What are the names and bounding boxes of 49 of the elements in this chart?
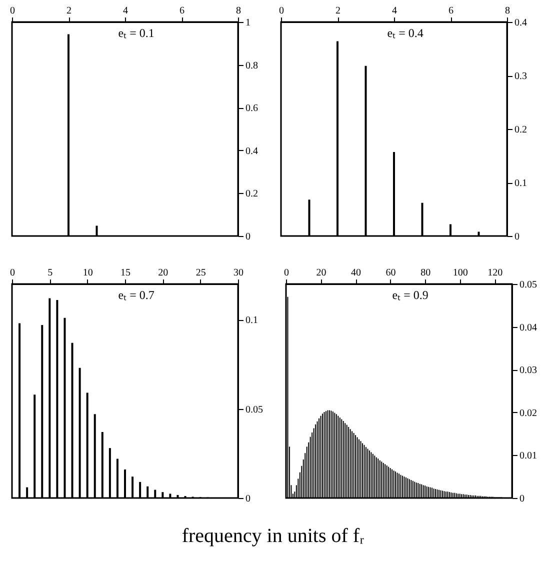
y-tick-label: 0	[514, 232, 520, 242]
x-tick-label: 40	[351, 268, 362, 278]
x-tick-label: 2	[66, 6, 72, 16]
x-tick-label: 20	[158, 268, 168, 278]
y-tick-label: 0.1	[514, 178, 527, 189]
x-tick-label: 4	[392, 6, 397, 16]
x-tick-label: 0	[10, 268, 15, 278]
x-axis-title: frequency in units of fᵣ	[182, 524, 365, 547]
x-tick-label: 6	[180, 6, 184, 16]
x-tick-label: 100	[452, 268, 468, 278]
x-tick-label: 80	[420, 268, 431, 278]
annotation: eₜ = 0.9	[392, 288, 428, 302]
x-tick-label: 2	[336, 6, 340, 16]
x-tick-label: 6	[448, 6, 454, 16]
y-tick-label: 0.05	[246, 404, 263, 416]
x-tick-label: 15	[120, 268, 130, 278]
y-tick-label: 0.4	[246, 146, 258, 157]
y-tick-label: 0.2	[514, 124, 527, 136]
y-tick-label: 0.1	[246, 315, 258, 326]
y-tick-label: 1	[246, 18, 250, 28]
x-tick-label: 20	[316, 268, 326, 278]
y-tick-label: 0.6	[246, 103, 258, 114]
x-tick-label: 4	[123, 6, 128, 16]
y-tick-label: 0.03	[520, 365, 537, 376]
x-tick-label: 120	[488, 268, 503, 278]
x-tick-label: 10	[82, 268, 93, 278]
x-tick-label: 5	[48, 268, 53, 278]
x-tick-label: 8	[505, 6, 510, 16]
y-tick-label: 0	[246, 232, 250, 242]
y-tick-label: 0.05	[520, 280, 537, 290]
y-tick-label: 0.3	[514, 71, 527, 82]
annotation: eₜ = 0.1	[118, 26, 154, 40]
y-tick-label: 0.4	[514, 18, 527, 28]
x-tick-label: 60	[386, 268, 396, 278]
y-tick-label: 0	[520, 494, 524, 504]
annotation: eₜ = 0.4	[387, 26, 424, 40]
y-tick-label: 0	[246, 494, 250, 504]
x-tick-label: 0	[284, 268, 289, 278]
y-tick-label: 0.2	[246, 188, 258, 200]
y-tick-label: 0.04	[520, 322, 537, 334]
x-tick-label: 25	[196, 268, 206, 278]
y-tick-label: 0.8	[246, 60, 258, 72]
x-tick-label: 8	[236, 6, 241, 16]
x-tick-label: 0	[10, 6, 15, 16]
y-tick-label: 0.01	[520, 450, 537, 462]
y-tick-label: 0.02	[520, 408, 537, 419]
x-tick-label: 30	[234, 268, 244, 278]
annotation: eₜ = 0.7	[118, 288, 154, 302]
x-tick-label: 0	[279, 6, 284, 16]
